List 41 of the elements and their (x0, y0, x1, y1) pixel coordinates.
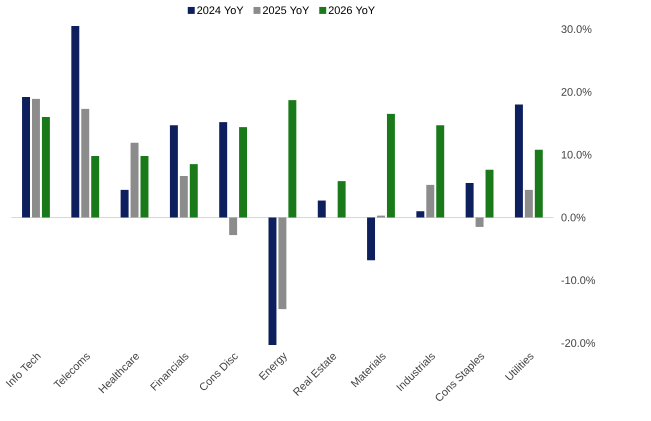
bar (91, 156, 100, 218)
bar (288, 100, 296, 218)
bar (120, 190, 129, 218)
bar (486, 170, 494, 218)
y-tick-label: 10.0% (562, 150, 592, 159)
bar (239, 127, 248, 218)
bar (170, 125, 178, 218)
bar (219, 122, 228, 218)
y-tick-label: -20.0% (561, 339, 596, 348)
bar (386, 114, 395, 218)
x-tick-label: Info Tech (6, 354, 42, 388)
bar (367, 218, 376, 260)
bar (338, 181, 346, 218)
bar (81, 108, 90, 218)
legend-label: 2024 YoY (197, 6, 244, 14)
bar (22, 97, 30, 218)
bar (229, 218, 238, 236)
bar (190, 164, 198, 218)
bar (524, 190, 533, 218)
bar (318, 200, 326, 218)
y-tick-label: 0.0% (561, 214, 586, 222)
y-tick-label: 30.0% (561, 25, 592, 34)
bar (180, 176, 188, 218)
bar (140, 156, 148, 218)
bar (130, 142, 139, 218)
legend-label: 2026 YoY (328, 6, 375, 14)
bar (278, 218, 286, 310)
bar (436, 125, 444, 218)
bar (534, 150, 543, 218)
y-tick-label: -10.0% (561, 276, 596, 284)
bar (476, 218, 484, 228)
bar (466, 183, 474, 218)
y-tick-label: 20.0% (562, 88, 592, 96)
bar (268, 218, 276, 346)
legend-label: 2025 YoY (262, 6, 310, 14)
bar (32, 98, 40, 218)
bar (416, 211, 424, 218)
bar (426, 184, 434, 218)
bar (71, 26, 80, 218)
bar (42, 117, 50, 218)
bar (514, 104, 523, 218)
